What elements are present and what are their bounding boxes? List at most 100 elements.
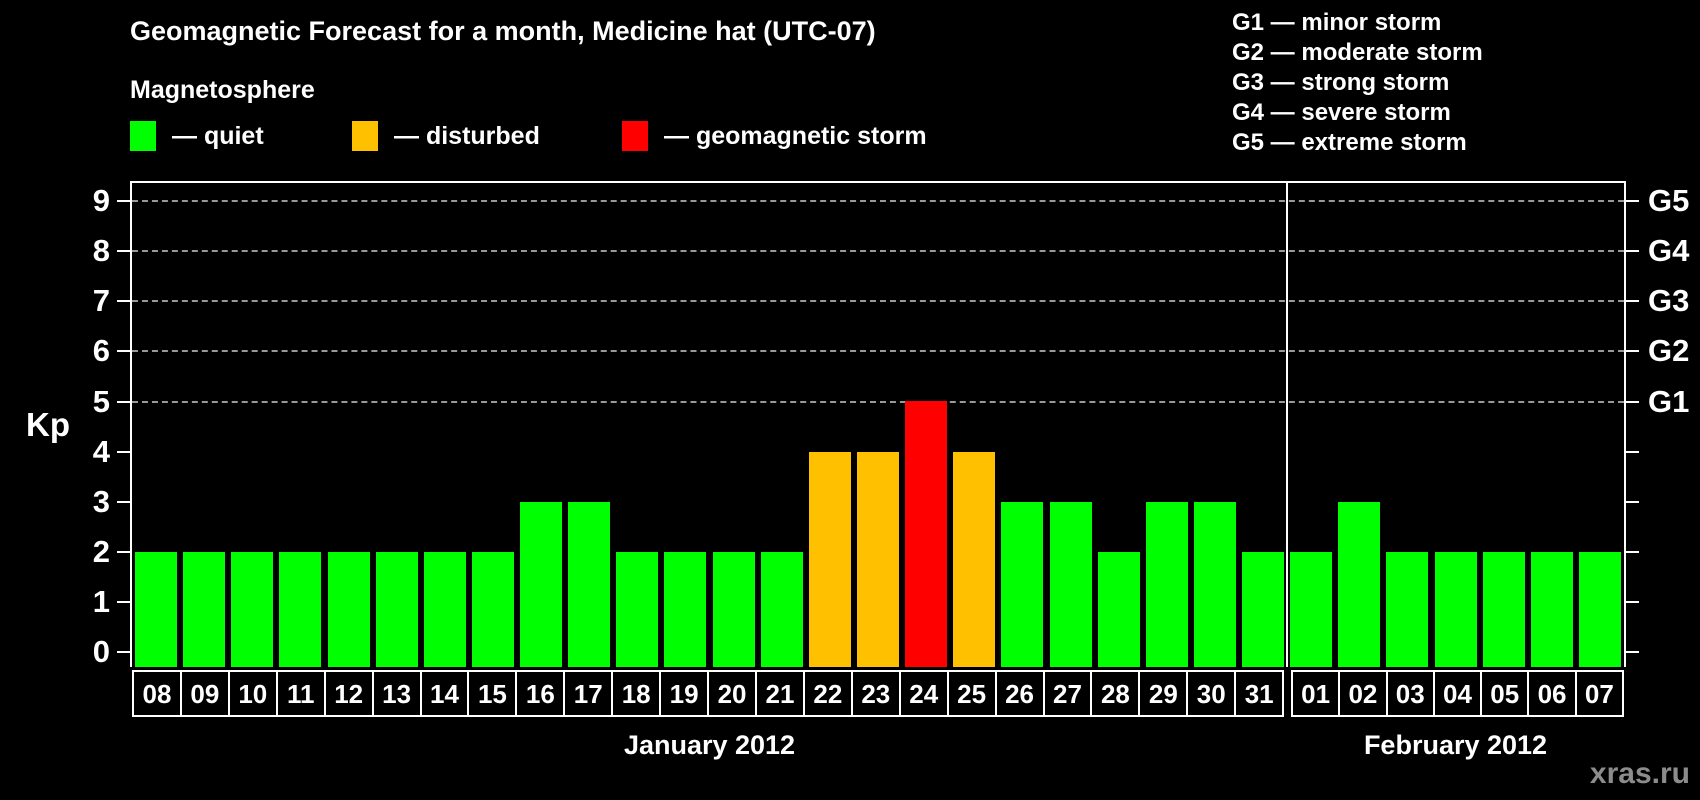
- g-tick-7: [1624, 300, 1639, 303]
- kp-tick-3: [117, 500, 132, 503]
- day-cell-january-11: 11: [275, 670, 326, 717]
- bar-january-12: [328, 552, 370, 667]
- bar-january-20: [713, 552, 755, 667]
- bar-january-18: [616, 552, 658, 667]
- bar-january-21: [761, 552, 803, 667]
- month-label-january: January 2012: [623, 730, 796, 760]
- legend-label-geomagnetic-storm: — geomagnetic storm: [664, 122, 927, 150]
- day-cell-january-21: 21: [754, 670, 805, 717]
- bar-january-10: [231, 552, 273, 667]
- g-axis-label-g2: G2: [1648, 333, 1690, 369]
- gridline-kp9: [132, 200, 1624, 203]
- bar-january-08: [135, 552, 177, 667]
- g-tick-0: [1624, 651, 1639, 653]
- kp-tick-label-0: 0: [92, 634, 110, 669]
- day-row-january: 08 09 10 11 12 13 14 15 16 17 18 19 20 21 22 23 24 25 26 27…: [132, 670, 1285, 717]
- day-cell-january-24: 24: [898, 670, 949, 717]
- bar-february-03: [1386, 552, 1428, 667]
- g-tick-5: [1624, 400, 1639, 403]
- g-tick-6: [1624, 350, 1639, 353]
- bar-february-04: [1435, 552, 1477, 667]
- g-legend-line-4: G4 — severe storm: [1232, 99, 1451, 126]
- day-cell-january-25: 25: [946, 670, 997, 717]
- month-separator: [1286, 183, 1288, 667]
- bar-january-23: [857, 452, 899, 667]
- day-cell-january-18: 18: [611, 670, 662, 717]
- kp-tick-label-2: 2: [92, 533, 110, 569]
- bar-february-02: [1338, 502, 1380, 667]
- g-axis-label-g1: G1: [1648, 383, 1690, 419]
- kp-tick-1: [117, 600, 132, 603]
- bar-january-22: [809, 452, 851, 667]
- day-cell-february-02: 02: [1338, 670, 1388, 717]
- kp-tick-label-1: 1: [92, 583, 110, 619]
- g-tick-8: [1624, 250, 1639, 253]
- day-cell-february-05: 05: [1480, 670, 1530, 717]
- bar-january-19: [664, 552, 706, 667]
- g-legend-line-2: G2 — moderate storm: [1232, 39, 1483, 66]
- kp-tick-label-7: 7: [92, 283, 110, 319]
- bar-january-09: [183, 552, 225, 667]
- kp-tick-label-9: 9: [92, 183, 110, 219]
- g-tick-1: [1624, 600, 1639, 603]
- day-cell-january-27: 27: [1042, 670, 1093, 717]
- bar-january-31: [1242, 552, 1284, 667]
- bar-january-27: [1050, 502, 1092, 667]
- g-axis-label-g5: G5: [1648, 183, 1690, 219]
- bar-january-13: [376, 552, 418, 667]
- day-cell-january-22: 22: [802, 670, 853, 717]
- day-cell-january-08: 08: [132, 670, 182, 717]
- day-cell-february-04: 04: [1432, 670, 1483, 717]
- kp-tick-label-6: 6: [92, 333, 110, 369]
- g-axis-label-g4: G4: [1648, 233, 1690, 269]
- g-scale-legend: G1 — minor storm G2 — moderate storm G3 — …: [1232, 8, 1483, 158]
- kp-tick-0: [117, 651, 132, 653]
- bar-january-29: [1146, 502, 1188, 667]
- bar-january-24: [905, 401, 947, 667]
- day-cell-january-10: 10: [227, 670, 278, 717]
- bar-january-25: [953, 452, 995, 667]
- kp-tick-label-4: 4: [92, 433, 110, 469]
- bar-february-05: [1483, 552, 1525, 667]
- day-cell-january-14: 14: [419, 670, 470, 717]
- bar-january-28: [1098, 552, 1140, 667]
- legend-swatch-quiet: [130, 121, 156, 151]
- bar-january-16: [520, 502, 562, 667]
- kp-tick-2: [117, 550, 132, 553]
- day-cell-january-29: 29: [1138, 670, 1189, 717]
- gridline-kp6: [132, 350, 1624, 353]
- month-label-february: February 2012: [1363, 730, 1548, 760]
- day-cell-february-07: 07: [1574, 670, 1624, 717]
- plot-area: [130, 181, 1626, 667]
- kp-tick-8: [117, 250, 132, 253]
- g-legend-line-5: G5 — extreme storm: [1232, 129, 1467, 156]
- day-cell-january-09: 09: [179, 670, 230, 717]
- kp-axis-label: Kp: [26, 406, 70, 443]
- bar-february-07: [1579, 552, 1621, 667]
- day-cell-january-28: 28: [1090, 670, 1141, 717]
- legend-label-disturbed: — disturbed: [394, 122, 540, 150]
- day-cell-january-23: 23: [850, 670, 901, 717]
- legend-label-quiet: — quiet: [172, 122, 264, 150]
- day-row-february: 01 02 03 04 05 06 07: [1291, 670, 1624, 717]
- day-cell-january-17: 17: [563, 670, 614, 717]
- bar-january-14: [424, 552, 466, 667]
- day-cell-january-12: 12: [323, 670, 374, 717]
- gridline-kp5: [132, 400, 1624, 403]
- g-tick-9: [1624, 200, 1639, 203]
- bar-february-06: [1531, 552, 1573, 667]
- plot-frame: [130, 181, 1626, 667]
- kp-tick-label-5: 5: [92, 383, 110, 419]
- day-cell-january-20: 20: [707, 670, 757, 717]
- bar-february-01: [1290, 552, 1332, 667]
- chart-title: Geomagnetic Forecast for a month, Medici…: [130, 16, 876, 46]
- g-legend-line-1: G1 — minor storm: [1232, 9, 1442, 36]
- g-tick-4: [1624, 450, 1639, 453]
- kp-tick-label-8: 8: [92, 233, 110, 269]
- day-cell-january-30: 30: [1186, 670, 1237, 717]
- kp-tick-label-3: 3: [92, 483, 110, 519]
- legend-swatch-geomagnetic-storm: [622, 121, 648, 151]
- kp-tick-5: [117, 400, 132, 403]
- bar-january-17: [568, 502, 610, 667]
